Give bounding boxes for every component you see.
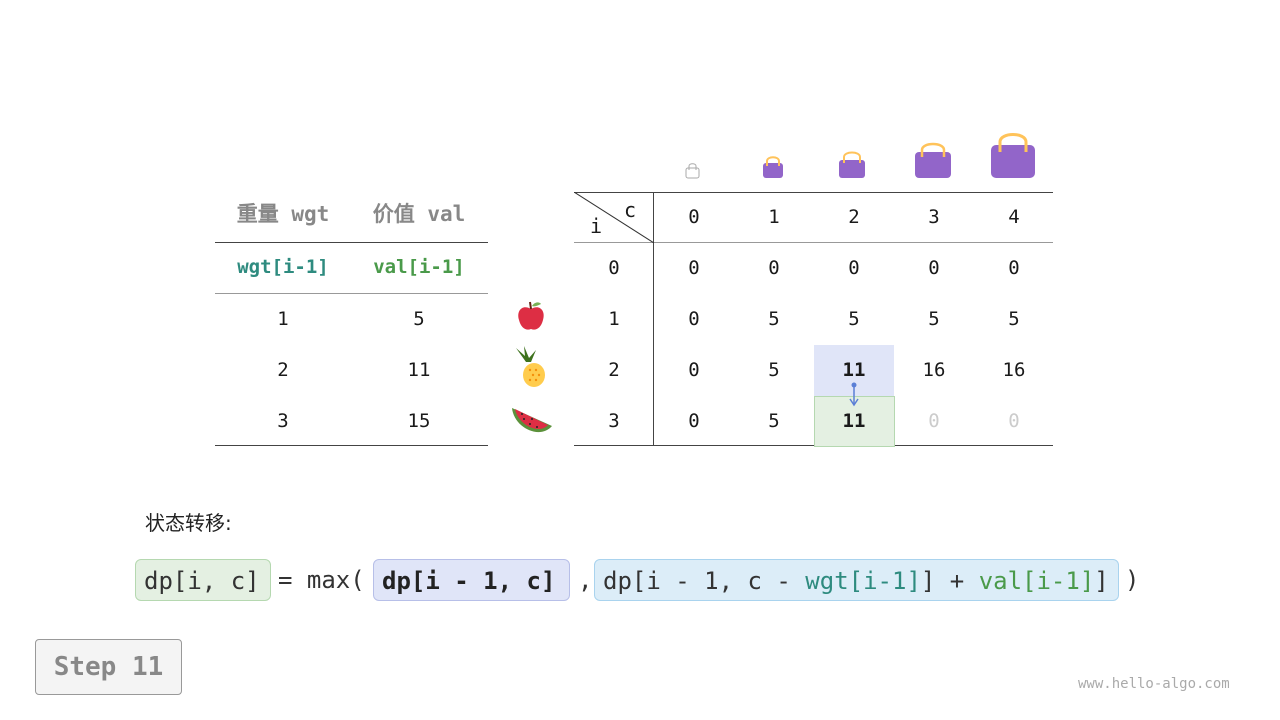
- arrow-down-icon: [849, 382, 859, 407]
- arg2-part: ] +: [920, 567, 979, 595]
- col-header: 3: [928, 206, 940, 228]
- formula-lhs: dp[i, c]: [135, 559, 271, 601]
- bag-icon: [763, 156, 783, 178]
- formula-arg2: dp[i - 1, c - wgt[i-1]] + val[i-1]]: [594, 559, 1119, 601]
- val-2: 11: [407, 359, 431, 381]
- formula-arg1: dp[i - 1, c]: [373, 559, 570, 601]
- col-header: 1: [768, 206, 780, 228]
- watermark: www.hello-algo.com: [1078, 676, 1230, 692]
- col-header: 4: [1008, 206, 1020, 228]
- wgt-2: 2: [277, 359, 289, 381]
- divider: [574, 192, 1053, 193]
- header-val: 价值 val: [372, 202, 466, 226]
- wgt-1: 1: [277, 308, 289, 330]
- corner-diagonal: [574, 192, 654, 243]
- dp-cell: 0: [928, 410, 940, 432]
- divider: [574, 445, 1053, 446]
- dp-cell: 16: [1002, 359, 1026, 381]
- empty-bag-icon: [685, 163, 700, 179]
- dp-cell: 5: [768, 359, 780, 381]
- apple-icon: [518, 301, 544, 330]
- dp-cell: 5: [1008, 308, 1020, 330]
- divider: [215, 293, 488, 294]
- formula-max: = max(: [278, 566, 365, 594]
- pineapple-icon: [516, 346, 545, 387]
- dp-cell: 0: [688, 308, 700, 330]
- row-header: 3: [608, 410, 620, 432]
- corner-i: i: [590, 214, 603, 238]
- val-3: 15: [407, 410, 431, 432]
- arg2-wgt: wgt[i-1]: [805, 567, 921, 595]
- dp-cell: 5: [768, 308, 780, 330]
- divider: [574, 242, 1053, 243]
- dp-cell: 0: [688, 410, 700, 432]
- col-header: 2: [848, 206, 860, 228]
- dp-cell: 11: [842, 410, 866, 432]
- divider: [215, 242, 488, 243]
- dp-cell: 0: [848, 257, 860, 279]
- col-header: 0: [688, 206, 700, 228]
- val-1: 5: [413, 308, 425, 330]
- dp-cell: 5: [848, 308, 860, 330]
- dp-cell: 0: [688, 257, 700, 279]
- subheader-wgt: wgt[i-1]: [237, 256, 329, 278]
- dp-cell: 5: [928, 308, 940, 330]
- step-button[interactable]: Step 11: [35, 639, 182, 695]
- row-header: 0: [608, 257, 620, 279]
- subheader-val: val[i-1]: [373, 256, 465, 278]
- formula-comma: ,: [578, 566, 593, 594]
- dp-cell: 16: [922, 359, 946, 381]
- dp-cell: 0: [928, 257, 940, 279]
- dp-cell: 0: [1008, 257, 1020, 279]
- dp-cell: 0: [688, 359, 700, 381]
- bag-icon: [915, 142, 951, 178]
- corner-c: c: [624, 198, 637, 222]
- arg2-val: val[i-1]: [978, 567, 1095, 595]
- transition-label: 状态转移:: [145, 511, 232, 535]
- divider: [215, 445, 488, 446]
- formula-close: ): [1125, 566, 1140, 594]
- row-header: 1: [608, 308, 620, 330]
- dp-cell: 0: [768, 257, 780, 279]
- arg2-part: dp[i - 1, c -: [603, 567, 806, 595]
- bag-icon: [839, 151, 865, 178]
- bag-icon: [991, 133, 1035, 178]
- divider: [653, 192, 654, 446]
- dp-cell: 11: [842, 359, 866, 381]
- wgt-3: 3: [277, 410, 289, 432]
- watermelon-icon: [512, 408, 552, 433]
- row-header: 2: [608, 359, 620, 381]
- header-wgt: 重量 wgt: [236, 202, 330, 226]
- dp-cell: 5: [768, 410, 780, 432]
- dp-cell: 0: [1008, 410, 1020, 432]
